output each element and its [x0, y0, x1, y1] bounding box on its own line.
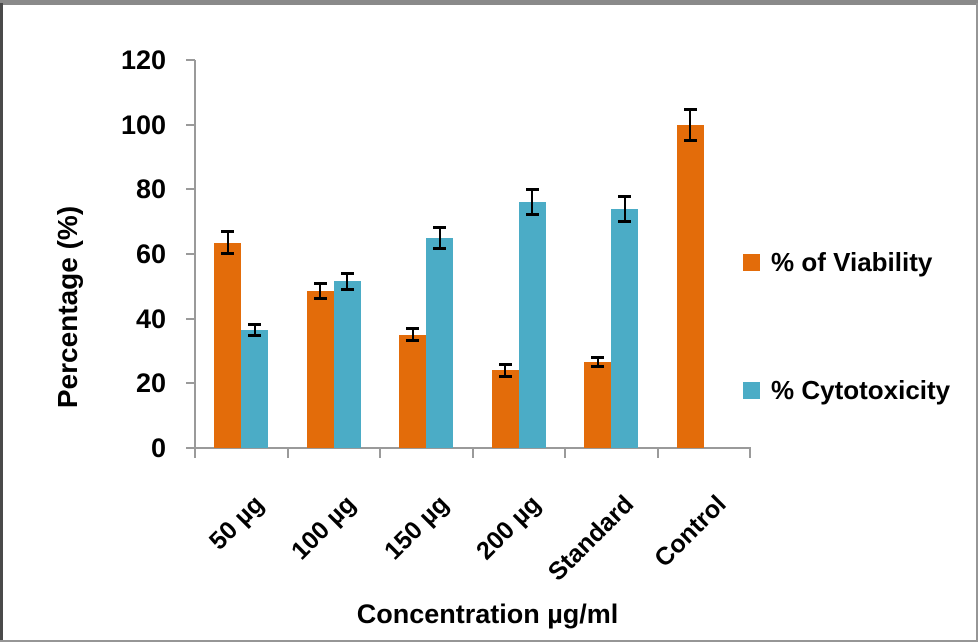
error-bar-cap-bottom: [683, 138, 697, 142]
error-bar-line: [596, 357, 599, 368]
x-category-label: 50 µg: [203, 490, 270, 556]
x-tick: [749, 448, 751, 458]
x-tick: [471, 448, 474, 458]
y-tick-label: 120: [120, 45, 166, 75]
bar-viability-3: [399, 334, 427, 448]
error-bar-cap-bottom: [618, 219, 632, 223]
y-tick-label: 60: [135, 239, 166, 269]
error-bar-cap-top: [591, 356, 605, 360]
error-bar-cap-bottom: [221, 252, 235, 255]
bar-cytotoxicity-3: [426, 237, 454, 448]
error-bar-cap-top: [433, 225, 447, 229]
error-bar-line: [319, 283, 322, 300]
error-bar-cap-top: [498, 362, 512, 366]
error-bar-line: [226, 231, 229, 254]
x-axis-line: [186, 447, 751, 449]
error-bar-cap-top: [313, 282, 327, 286]
x-category-label: 200 µg: [471, 490, 547, 566]
bar-viability-1: [214, 242, 242, 448]
x-tick: [379, 448, 381, 458]
bar-cytotoxicity-1: [241, 329, 269, 448]
error-bar-cap-top: [618, 194, 632, 198]
y-tick-label: 40: [135, 303, 166, 334]
x-tick: [656, 448, 659, 458]
x-axis-title: Concentration µg/ml: [356, 599, 619, 629]
y-tick: [186, 317, 195, 320]
y-tick: [186, 188, 195, 191]
cytotoxicity-legend-swatch: [743, 381, 760, 399]
error-bar-cap-bottom: [433, 247, 447, 251]
x-tick: [194, 448, 196, 458]
x-category-label: Control: [648, 490, 732, 573]
error-bar-cap-top: [525, 188, 539, 192]
error-bar-cap-top: [248, 322, 262, 326]
bar-viability-6: [676, 124, 704, 448]
y-axis-line: [194, 60, 196, 448]
y-tick-label: 100: [120, 109, 166, 140]
y-axis-title: Percentage (%): [52, 205, 83, 409]
error-bar-line: [531, 189, 534, 216]
bar-viability-2: [306, 291, 334, 448]
x-category-label: 100 µg: [286, 490, 362, 566]
error-bar-cap-top: [683, 107, 697, 111]
error-bar-cap-top: [221, 230, 235, 234]
x-tick: [564, 448, 566, 458]
frame-border-right: [976, 3, 978, 642]
bar-viability-5: [584, 362, 612, 448]
error-bar-cap-bottom: [591, 365, 605, 369]
x-category-label: 150 µg: [378, 490, 455, 566]
x-category-label: Standard: [542, 490, 640, 587]
error-bar-line: [504, 363, 507, 377]
error-bar-line: [689, 108, 692, 141]
y-tick-label: 0: [150, 433, 166, 463]
error-bar-line: [346, 273, 349, 290]
error-bar-line: [253, 323, 256, 337]
y-tick-label: 20: [135, 368, 166, 399]
error-bar-cap-top: [406, 327, 420, 331]
legend-item-viability: % of Viability: [743, 248, 932, 276]
error-bar-cap-top: [340, 272, 354, 276]
error-bar-cap-bottom: [406, 339, 420, 343]
error-bar-line: [411, 328, 414, 342]
error-bar-line: [623, 195, 626, 222]
frame-border-left: [0, 3, 3, 642]
legend-item-cytotoxicity: % Cytotoxicity: [743, 376, 950, 404]
bar-viability-4: [491, 370, 519, 448]
cytotoxicity-legend-label: % Cytotoxicity: [771, 375, 951, 405]
frame-border-top: [0, 0, 978, 5]
bar-cytotoxicity-4: [518, 202, 546, 448]
y-tick: [186, 253, 195, 255]
y-tick: [186, 59, 195, 61]
error-bar-cap-bottom: [340, 287, 354, 291]
frame-border-bottom: [0, 640, 978, 642]
y-tick: [186, 382, 195, 385]
y-tick: [186, 123, 195, 126]
bar-cytotoxicity-2: [333, 281, 361, 448]
viability-legend-label: % of Viability: [771, 247, 933, 277]
error-bar-cap-bottom: [498, 374, 512, 378]
error-bar-cap-bottom: [248, 334, 262, 338]
error-bar-cap-bottom: [525, 213, 539, 217]
bar-cytotoxicity-5: [611, 208, 639, 448]
y-tick-label: 80: [135, 174, 166, 205]
x-tick: [286, 448, 289, 458]
error-bar-line: [438, 226, 441, 250]
viability-legend-swatch: [743, 253, 760, 271]
y-tick: [186, 447, 195, 449]
error-bar-cap-bottom: [313, 297, 327, 301]
